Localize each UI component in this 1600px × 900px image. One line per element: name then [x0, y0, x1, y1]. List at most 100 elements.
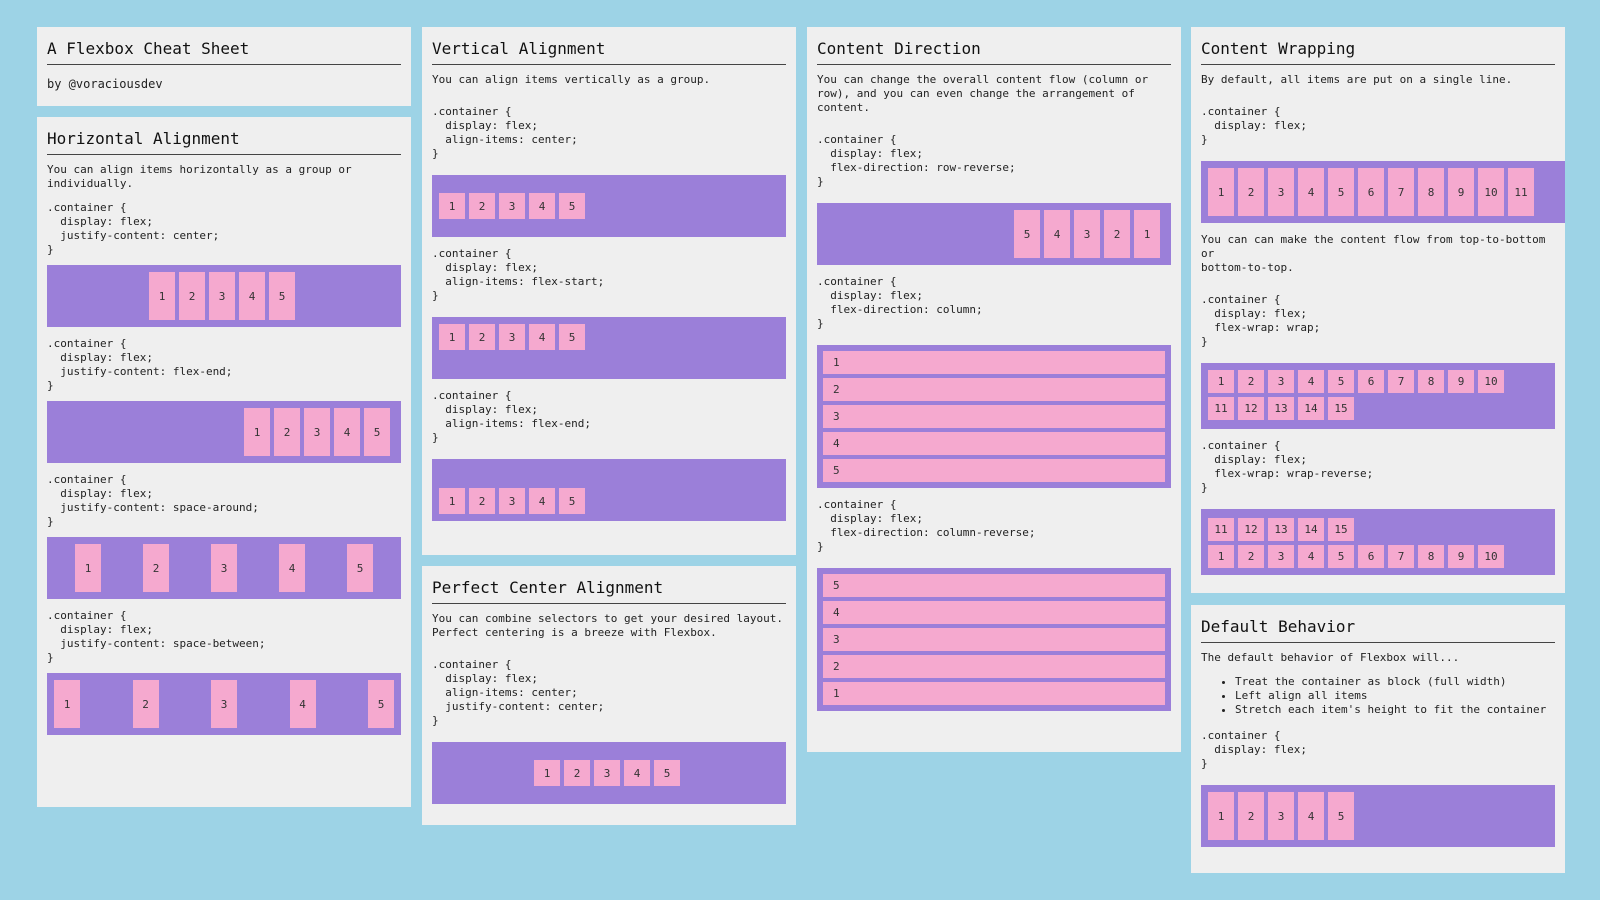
code-wrap-reverse: .container { display: flex; flex-wrap: w…	[1201, 439, 1374, 494]
flex-item: 9	[1448, 545, 1474, 568]
demo-column-reverse: 5 4 3 2 1	[817, 568, 1171, 711]
flex-item: 1	[244, 408, 270, 456]
flex-item: 5	[1328, 545, 1354, 568]
code-space-around: .container { display: flex; justify-cont…	[47, 473, 259, 528]
flex-item: 3	[499, 324, 525, 350]
flex-item: 9	[1448, 370, 1474, 393]
flex-item: 4	[624, 760, 650, 786]
demo-nowrap: 1 2 3 4 5 6 7 8 9 10 11	[1201, 161, 1565, 223]
flex-item: 6	[1358, 168, 1384, 216]
flex-item: 5	[347, 544, 373, 592]
flex-item: 5	[823, 574, 1165, 597]
code-wrap: .container { display: flex; flex-wrap: w…	[1201, 293, 1321, 348]
wraprev-row-top: 11 12 13 14 15	[1208, 518, 1548, 545]
direction-intro: You can change the overall content flow …	[817, 73, 1149, 114]
flex-item: 13	[1268, 518, 1294, 541]
default-heading: Default Behavior	[1201, 617, 1555, 643]
perfect-heading: Perfect Center Alignment	[432, 578, 786, 604]
flex-item: 4	[1044, 210, 1070, 258]
flex-item: 10	[1478, 168, 1504, 216]
code-column: .container { display: flex; flex-directi…	[817, 275, 983, 330]
perfect-center-card: Perfect Center Alignment You can combine…	[422, 566, 796, 825]
flex-item: 11	[1508, 168, 1534, 216]
flex-item: 1	[1208, 545, 1234, 568]
flex-item: 2	[143, 544, 169, 592]
flex-item: 4	[239, 272, 265, 320]
direction-heading: Content Direction	[817, 39, 1171, 65]
flex-item: 4	[1298, 545, 1324, 568]
flex-item: 2	[132, 680, 159, 728]
flex-item: 9	[1448, 168, 1474, 216]
flex-item: 5	[823, 459, 1165, 482]
code-wrap-default: .container { display: flex; }	[1201, 105, 1307, 146]
demo-column: 1 2 3 4 5	[817, 345, 1171, 488]
flex-item: 2	[1238, 168, 1264, 216]
flex-item: 4	[1298, 168, 1324, 216]
flex-item: 2	[564, 760, 590, 786]
flex-item: 3	[1268, 792, 1294, 840]
flex-item: 3	[209, 272, 235, 320]
horizontal-alignment-card: Horizontal Alignment You can align items…	[37, 117, 411, 807]
flex-item: 1	[439, 193, 465, 219]
vertical-heading: Vertical Alignment	[432, 39, 786, 65]
flex-item: 10	[1478, 545, 1504, 568]
flex-item: 2	[1238, 370, 1264, 393]
demo-space-between: 1 2 3 4 5	[47, 673, 401, 735]
page-title: A Flexbox Cheat Sheet	[47, 39, 401, 65]
flex-item: 2	[274, 408, 300, 456]
code-space-between: .container { display: flex; justify-cont…	[47, 609, 266, 664]
flex-item: 1	[439, 488, 465, 514]
flex-item: 14	[1298, 397, 1324, 420]
flex-item: 6	[1358, 370, 1384, 393]
flex-item: 1	[1208, 370, 1234, 393]
bullet-item: Stretch each item's height to fit the co…	[1235, 703, 1555, 717]
content-direction-card: Content Direction You can change the ove…	[807, 27, 1181, 752]
flex-item: 15	[1328, 397, 1354, 420]
flex-item: 6	[1358, 545, 1384, 568]
wrap-row-1: 1 2 3 4 5 6 7 8 9 10	[1208, 370, 1548, 397]
content-wrapping-card: Content Wrapping By default, all items a…	[1191, 27, 1565, 593]
flex-item: 5	[1328, 792, 1354, 840]
flex-item: 4	[529, 193, 555, 219]
flex-item: 1	[823, 682, 1165, 705]
flex-item: 3	[594, 760, 620, 786]
wrap-row-2: 11 12 13 14 15	[1208, 397, 1548, 424]
code-justify-end: .container { display: flex; justify-cont…	[47, 337, 233, 392]
bullet-item: Treat the container as block (full width…	[1235, 675, 1555, 689]
default-behavior-card: Default Behavior The default behavior of…	[1191, 605, 1565, 873]
flex-item: 4	[529, 324, 555, 350]
code-row-reverse: .container { display: flex; flex-directi…	[817, 133, 1016, 188]
flex-item: 5	[1014, 210, 1040, 258]
flex-item: 5	[559, 324, 585, 350]
code-align-end: .container { display: flex; align-items:…	[432, 389, 591, 444]
byline: by @voraciousdev	[47, 77, 163, 91]
flex-item: 3	[211, 544, 237, 592]
flex-item: 3	[304, 408, 330, 456]
flex-item: 3	[1268, 545, 1294, 568]
flex-item: 3	[823, 628, 1165, 651]
flex-item: 1	[1208, 792, 1234, 840]
flex-item: 2	[1104, 210, 1130, 258]
flex-item: 1	[439, 324, 465, 350]
flex-item: 4	[823, 432, 1165, 455]
flex-item: 1	[534, 760, 560, 786]
flex-item: 3	[1268, 168, 1294, 216]
code-perfect-center: .container { display: flex; align-items:…	[432, 658, 605, 727]
flex-item: 11	[1208, 518, 1234, 541]
default-intro: The default behavior of Flexbox will...	[1201, 651, 1460, 664]
flex-item: 2	[823, 378, 1165, 401]
perfect-intro: You can combine selectors to get your de…	[432, 612, 783, 639]
flex-item: 5	[364, 408, 390, 456]
vertical-alignment-card: Vertical Alignment You can align items v…	[422, 27, 796, 555]
flex-item: 3	[499, 488, 525, 514]
code-column-reverse: .container { display: flex; flex-directi…	[817, 498, 1036, 553]
flex-item: 2	[1238, 545, 1264, 568]
flex-item: 7	[1388, 168, 1414, 216]
code-align-center: .container { display: flex; align-items:…	[432, 105, 578, 160]
flex-item: 2	[469, 488, 495, 514]
flex-item: 3	[1074, 210, 1100, 258]
flex-item: 3	[499, 193, 525, 219]
